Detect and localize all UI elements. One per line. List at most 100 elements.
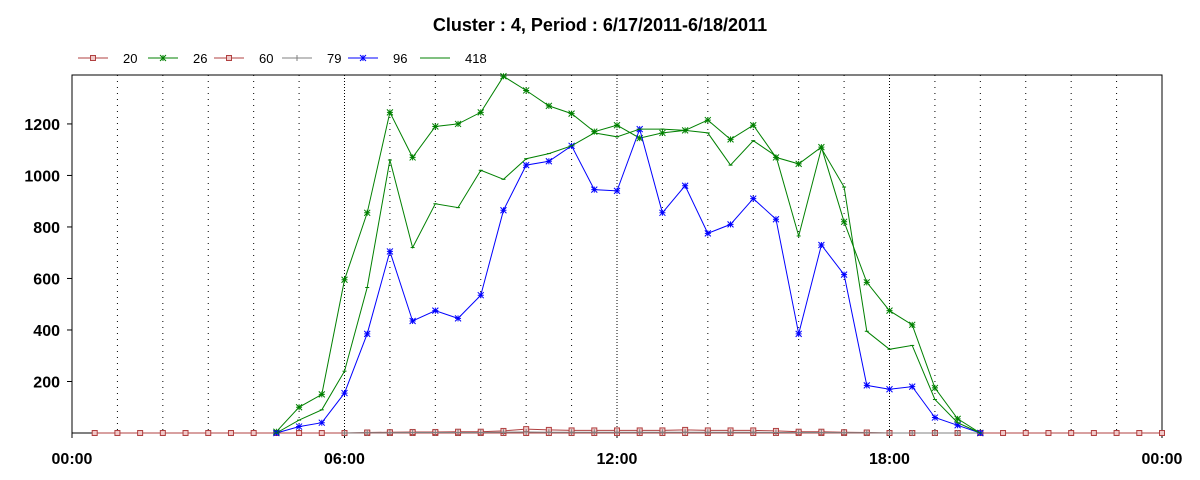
data-point bbox=[455, 429, 462, 436]
data-point bbox=[886, 307, 893, 315]
data-point bbox=[613, 187, 621, 195]
data-point bbox=[704, 116, 712, 124]
legend-label: 60 bbox=[259, 51, 273, 66]
data-point bbox=[727, 136, 734, 143]
data-point bbox=[409, 317, 416, 325]
data-point bbox=[954, 430, 961, 436]
data-point bbox=[636, 429, 643, 436]
data-point bbox=[477, 108, 485, 116]
data-point bbox=[159, 54, 167, 62]
data-point bbox=[205, 430, 212, 436]
data-point bbox=[818, 429, 825, 436]
y-tick-label: 200 bbox=[33, 374, 60, 391]
data-point bbox=[454, 120, 462, 128]
data-point bbox=[318, 419, 326, 427]
data-point bbox=[226, 55, 232, 61]
data-point bbox=[250, 430, 257, 436]
data-point bbox=[727, 221, 734, 228]
legend-item: 96 bbox=[348, 51, 407, 66]
series-96 bbox=[273, 125, 984, 437]
data-point bbox=[409, 154, 416, 161]
series-418 bbox=[274, 128, 983, 434]
data-point bbox=[500, 72, 507, 80]
data-point bbox=[886, 430, 893, 436]
data-point bbox=[227, 430, 234, 436]
data-point bbox=[1136, 430, 1143, 436]
series-line bbox=[276, 75, 981, 434]
data-point bbox=[114, 430, 121, 436]
data-point bbox=[295, 403, 303, 411]
data-point bbox=[341, 430, 348, 436]
data-point bbox=[636, 134, 644, 142]
data-point bbox=[659, 209, 666, 217]
data-point bbox=[613, 121, 621, 129]
data-point bbox=[318, 430, 325, 436]
data-point bbox=[840, 218, 848, 226]
data-point bbox=[341, 276, 348, 284]
series-20 bbox=[91, 430, 1165, 436]
data-point bbox=[318, 391, 326, 398]
data-point bbox=[818, 143, 825, 151]
data-point bbox=[294, 55, 300, 61]
legend-item: 418 bbox=[420, 51, 487, 66]
data-point bbox=[359, 54, 367, 62]
data-point bbox=[931, 414, 939, 421]
series-79 bbox=[341, 428, 984, 436]
legend-label: 418 bbox=[465, 51, 487, 66]
data-point bbox=[545, 102, 553, 110]
data-point bbox=[1000, 430, 1007, 436]
x-tick-label: 18:00 bbox=[869, 451, 910, 468]
series-line bbox=[276, 127, 981, 434]
data-point bbox=[545, 429, 552, 436]
data-point bbox=[182, 430, 189, 436]
y-tick-label: 1000 bbox=[24, 168, 60, 185]
chart-title: Cluster : 4, Period : 6/17/2011-6/18/201… bbox=[433, 15, 767, 35]
series-layer bbox=[91, 72, 1165, 437]
data-point bbox=[795, 160, 803, 168]
data-point bbox=[1022, 430, 1029, 436]
data-point bbox=[363, 330, 371, 338]
data-point bbox=[431, 123, 439, 130]
data-point bbox=[432, 429, 439, 436]
data-point bbox=[1113, 430, 1120, 436]
data-point bbox=[431, 307, 439, 315]
data-point bbox=[750, 429, 757, 436]
y-tick-label: 400 bbox=[33, 323, 60, 340]
y-axis: 200 400 600 800 1000 1200 bbox=[24, 117, 72, 391]
data-point bbox=[795, 330, 803, 338]
data-point bbox=[364, 429, 371, 436]
y-tick-label: 600 bbox=[33, 271, 60, 288]
data-point bbox=[341, 389, 348, 397]
data-point bbox=[841, 429, 848, 436]
x-tick-label: 06:00 bbox=[324, 451, 365, 468]
data-point bbox=[477, 291, 485, 299]
legend-label: 26 bbox=[193, 51, 207, 66]
data-point bbox=[500, 429, 507, 436]
data-point bbox=[523, 428, 530, 435]
data-point bbox=[886, 385, 893, 393]
legend-item: 26 bbox=[148, 51, 207, 66]
data-point bbox=[795, 429, 802, 436]
data-point bbox=[90, 55, 96, 61]
data-point bbox=[522, 87, 530, 94]
legend-label: 20 bbox=[123, 51, 137, 66]
series-26 bbox=[273, 72, 984, 437]
data-point bbox=[477, 429, 484, 436]
data-point bbox=[296, 430, 303, 436]
data-point bbox=[704, 230, 712, 237]
data-point bbox=[681, 182, 689, 190]
data-point bbox=[659, 429, 666, 436]
data-point bbox=[863, 278, 871, 286]
data-point bbox=[295, 423, 303, 430]
data-point bbox=[772, 429, 779, 436]
data-point bbox=[591, 429, 598, 436]
legend-label: 96 bbox=[393, 51, 407, 66]
data-point bbox=[772, 215, 780, 223]
data-point bbox=[749, 195, 757, 202]
y-tick-label: 800 bbox=[33, 220, 60, 237]
data-point bbox=[682, 429, 689, 436]
data-point bbox=[1068, 430, 1075, 436]
data-point bbox=[500, 206, 507, 214]
x-tick-label: 00:00 bbox=[1142, 451, 1183, 468]
